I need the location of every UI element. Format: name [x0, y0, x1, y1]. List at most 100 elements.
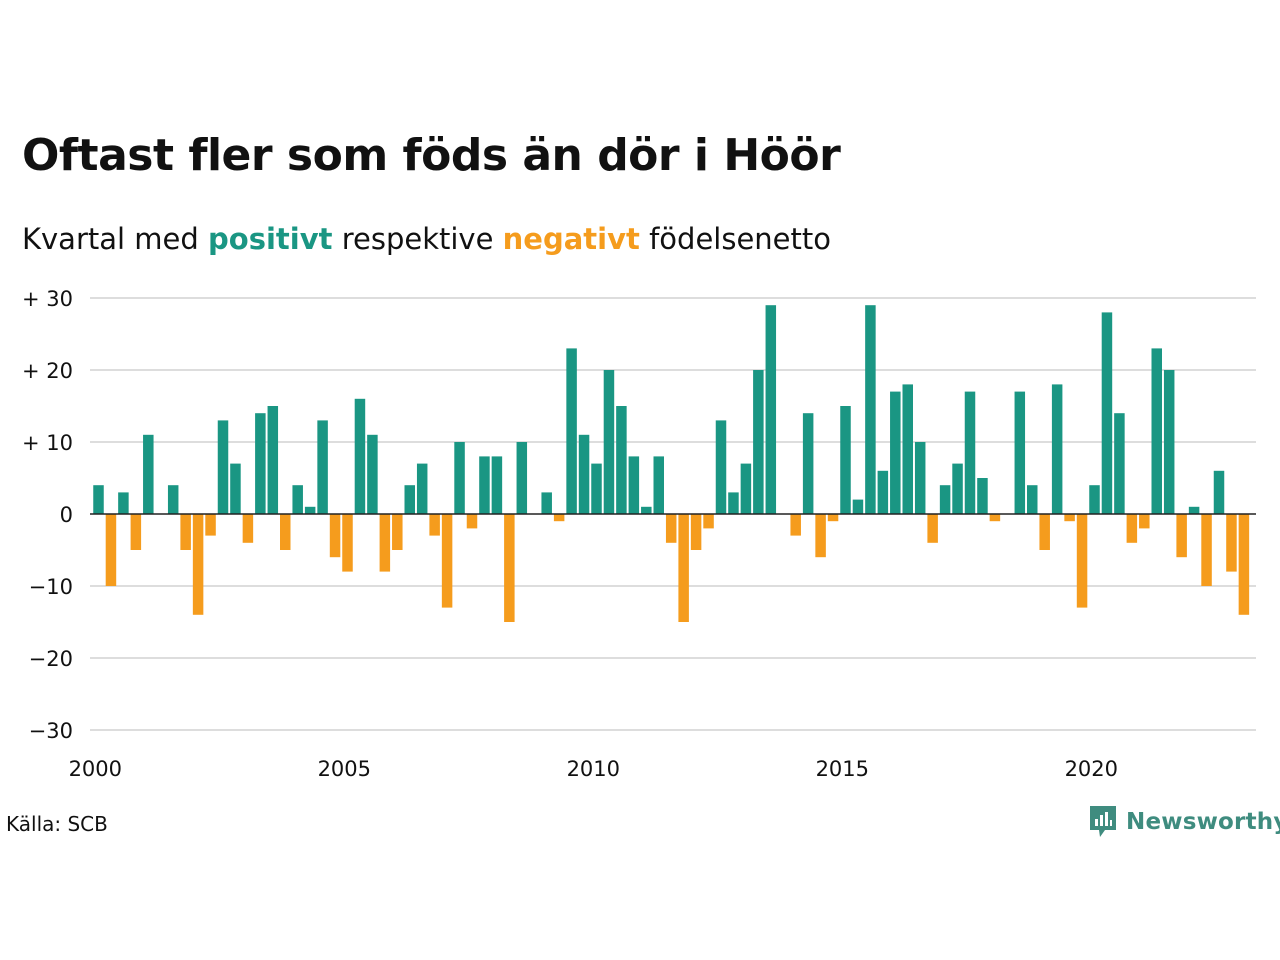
bar-negative	[242, 514, 254, 543]
bar-negative	[1238, 514, 1250, 615]
bar-negative	[392, 514, 403, 550]
bar-positive	[1151, 348, 1162, 514]
bar-positive	[1188, 506, 1200, 514]
x-tick-label: 2005	[318, 757, 371, 781]
bar-positive	[890, 391, 901, 514]
bar-positive	[1089, 485, 1100, 514]
bar-negative	[665, 514, 677, 543]
bar-negative	[815, 514, 826, 558]
bar-positive	[1014, 391, 1026, 514]
bar-positive	[454, 442, 465, 514]
bar-positive	[865, 305, 876, 514]
chart-title: Oftast fler som föds än dör i Höör	[22, 130, 841, 181]
bar-positive	[354, 398, 366, 514]
bar-positive	[914, 442, 926, 514]
bar-positive	[753, 370, 764, 514]
bar-positive	[715, 420, 727, 514]
chart-subtitle: Kvartal med positivt respektive negativt…	[22, 222, 831, 256]
newsworthy-logo-icon	[1090, 806, 1116, 837]
bar-negative	[790, 514, 801, 536]
bar-positive	[292, 485, 303, 514]
bar-positive	[143, 434, 154, 514]
bar-negative	[342, 514, 353, 572]
brand-logo: Newsworthy	[1088, 804, 1280, 840]
bar-positive	[267, 406, 279, 514]
subtitle-prefix: Kvartal med	[22, 222, 209, 256]
bar-positive	[1163, 370, 1175, 514]
bar-positive	[118, 492, 129, 514]
x-tick-label: 2015	[816, 757, 869, 781]
bar-positive	[591, 463, 602, 514]
bar-positive	[304, 506, 316, 514]
bar-positive	[1101, 312, 1113, 514]
bar-positive	[255, 413, 266, 514]
bar-negative	[205, 514, 216, 536]
bar-positive	[603, 370, 615, 514]
bar-negative	[553, 514, 565, 522]
bar-positive	[641, 506, 652, 514]
bar-negative	[678, 514, 689, 622]
bar-negative	[329, 514, 341, 558]
subtitle-negative-word: negativt	[502, 222, 640, 256]
bar-negative	[1039, 514, 1050, 550]
bar-positive	[616, 406, 627, 514]
bar-positive	[1027, 485, 1038, 514]
bar-negative	[1064, 514, 1075, 522]
y-tick-label: −20	[29, 647, 73, 671]
bar-positive	[1051, 384, 1063, 514]
bar-positive	[977, 478, 988, 514]
bar-negative	[105, 514, 117, 586]
bar-positive	[740, 463, 752, 514]
bar-positive	[404, 485, 415, 514]
bar-negative	[466, 514, 478, 529]
y-tick-label: + 20	[22, 359, 73, 383]
bar-negative	[1126, 514, 1138, 543]
bar-negative	[180, 514, 191, 550]
bar-negative	[690, 514, 702, 550]
source-label: Källa: SCB	[6, 812, 108, 836]
brand-name: Newsworthy	[1126, 809, 1280, 835]
bar-negative	[927, 514, 938, 543]
bar-positive	[230, 463, 241, 514]
bar-positive	[491, 456, 503, 514]
bar-positive	[802, 413, 814, 514]
subtitle-middle: respektive	[332, 222, 503, 256]
bar-positive	[628, 456, 640, 514]
bar-negative	[703, 514, 714, 529]
bar-negative	[1139, 514, 1150, 529]
bar-positive	[479, 456, 490, 514]
bar-positive	[516, 442, 528, 514]
bar-positive	[217, 420, 229, 514]
bar-positive	[541, 492, 552, 514]
bar-negative	[827, 514, 839, 522]
bar-positive	[367, 434, 378, 514]
bar-negative	[280, 514, 291, 550]
y-tick-label: + 30	[22, 287, 73, 311]
bar-positive	[578, 434, 590, 514]
y-tick-label: + 10	[22, 431, 73, 455]
bar-positive	[939, 485, 951, 514]
bar-negative	[1201, 514, 1212, 586]
x-tick-label: 2010	[567, 757, 620, 781]
bar-positive	[877, 470, 889, 514]
bar-positive	[964, 391, 976, 514]
bar-negative	[989, 514, 1001, 522]
bar-positive	[1114, 413, 1125, 514]
bar-positive	[1213, 470, 1225, 514]
bar-positive	[317, 420, 328, 514]
y-tick-label: −30	[29, 719, 73, 743]
bar-positive	[765, 305, 777, 514]
bar-positive	[653, 456, 664, 514]
bar-negative	[379, 514, 391, 572]
bar-positive	[852, 499, 864, 514]
bar-negative	[1226, 514, 1237, 572]
y-tick-label: 0	[60, 503, 73, 527]
bar-positive	[416, 463, 428, 514]
bar-negative	[192, 514, 204, 615]
subtitle-positive-word: positivt	[208, 222, 333, 256]
y-tick-label: −10	[29, 575, 73, 599]
bar-positive	[167, 485, 179, 514]
bar-negative	[504, 514, 515, 622]
subtitle-suffix: födelsenetto	[639, 222, 831, 256]
